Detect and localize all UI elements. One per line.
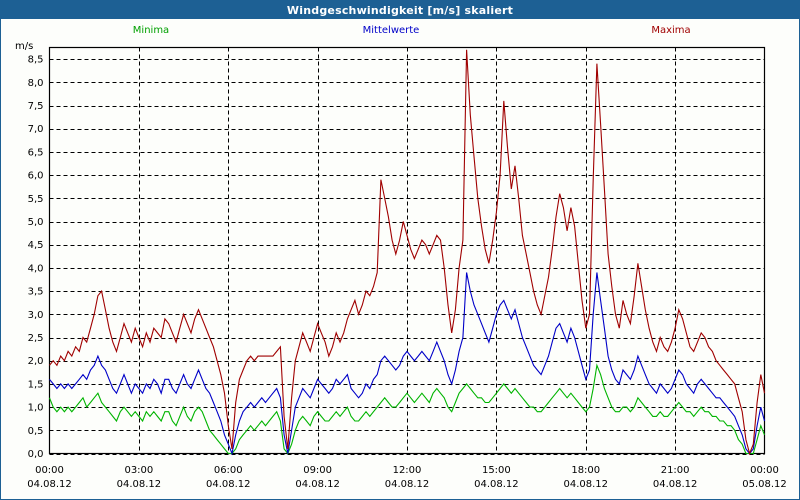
y-tick-label: 5,5 xyxy=(28,194,44,205)
y-axis-unit-label: m/s xyxy=(15,41,34,52)
x-tick-date-label: 04.08.12 xyxy=(206,479,251,490)
legend-minima-label: Minima xyxy=(132,25,170,36)
y-tick-label: 0,0 xyxy=(28,449,44,460)
x-tick-date-label: 04.08.12 xyxy=(27,479,72,490)
y-tick-label: 4,5 xyxy=(28,240,44,251)
x-tick-time-label: 18:00 xyxy=(571,465,600,476)
y-tick-label: 0,5 xyxy=(28,426,44,437)
series-line-maxima xyxy=(49,49,766,456)
x-tick-date-label: 04.08.12 xyxy=(295,479,340,490)
x-tick-time-label: 00:00 xyxy=(750,465,779,476)
x-tick-date-label: 05.08.12 xyxy=(742,479,787,490)
y-tick-label: 2,5 xyxy=(28,333,44,344)
legend-maxima: Maxima xyxy=(561,25,781,36)
series-line-mittelwerte xyxy=(49,272,766,456)
y-tick-label: 3,0 xyxy=(28,310,44,321)
x-tick-date-label: 04.08.12 xyxy=(385,479,430,490)
legend-mittelwerte-label: Mittelwerte xyxy=(362,25,420,36)
y-tick-label: 7,5 xyxy=(28,101,44,112)
x-tick-time-label: 12:00 xyxy=(393,465,422,476)
series-line-minima xyxy=(48,363,766,455)
x-tick-time-label: 00:00 xyxy=(35,465,64,476)
x-tick-date-label: 04.08.12 xyxy=(117,479,162,490)
window-title: Windgeschwindigkeit [m/s] skaliert xyxy=(286,3,514,17)
x-tick-time-label: 21:00 xyxy=(661,465,690,476)
y-axis-tick-labels: 0,0 0,5 1,0 1,5 2,0 2,5 3,0 3,5 4,0 4,5 5,0 5,5 6,0 6… xyxy=(28,55,44,460)
x-tick-time-label: 03:00 xyxy=(124,465,153,476)
y-tick-label: 4,0 xyxy=(28,263,44,274)
x-axis-tick-labels: 00:00 04.08.12 03:00 04.08.12 06:00 04.08.12 0… xyxy=(27,465,787,490)
y-tick-label: 3,5 xyxy=(28,287,44,298)
data-series-layer xyxy=(48,49,766,456)
x-tick-time-label: 15:00 xyxy=(482,465,511,476)
y-tick-label: 6,0 xyxy=(28,171,44,182)
legend-mittelwerte: Mittelwerte xyxy=(301,25,481,36)
x-tick-date-label: 04.08.12 xyxy=(653,479,698,490)
x-tick-time-label: 06:00 xyxy=(214,465,243,476)
vertical-gridlines xyxy=(139,47,676,454)
y-tick-label: 8,0 xyxy=(28,78,44,89)
y-tick-label: 1,0 xyxy=(28,403,44,414)
y-tick-label: 8,5 xyxy=(28,55,44,66)
y-tick-label: 1,5 xyxy=(28,379,44,390)
x-tick-time-label: 09:00 xyxy=(303,465,332,476)
plot-area-border xyxy=(48,46,766,455)
y-tick-label: 6,5 xyxy=(28,147,44,158)
y-tick-label: 2,0 xyxy=(28,356,44,367)
y-tick-label: 7,0 xyxy=(28,124,44,135)
x-tick-date-label: 04.08.12 xyxy=(563,479,608,490)
window-title-bar: Windgeschwindigkeit [m/s] skaliert xyxy=(1,1,799,19)
y-tick-label: 5,0 xyxy=(28,217,44,228)
x-tick-date-label: 04.08.12 xyxy=(474,479,519,490)
legend-minima: Minima xyxy=(1,25,301,36)
legend-maxima-label: Maxima xyxy=(651,25,691,36)
